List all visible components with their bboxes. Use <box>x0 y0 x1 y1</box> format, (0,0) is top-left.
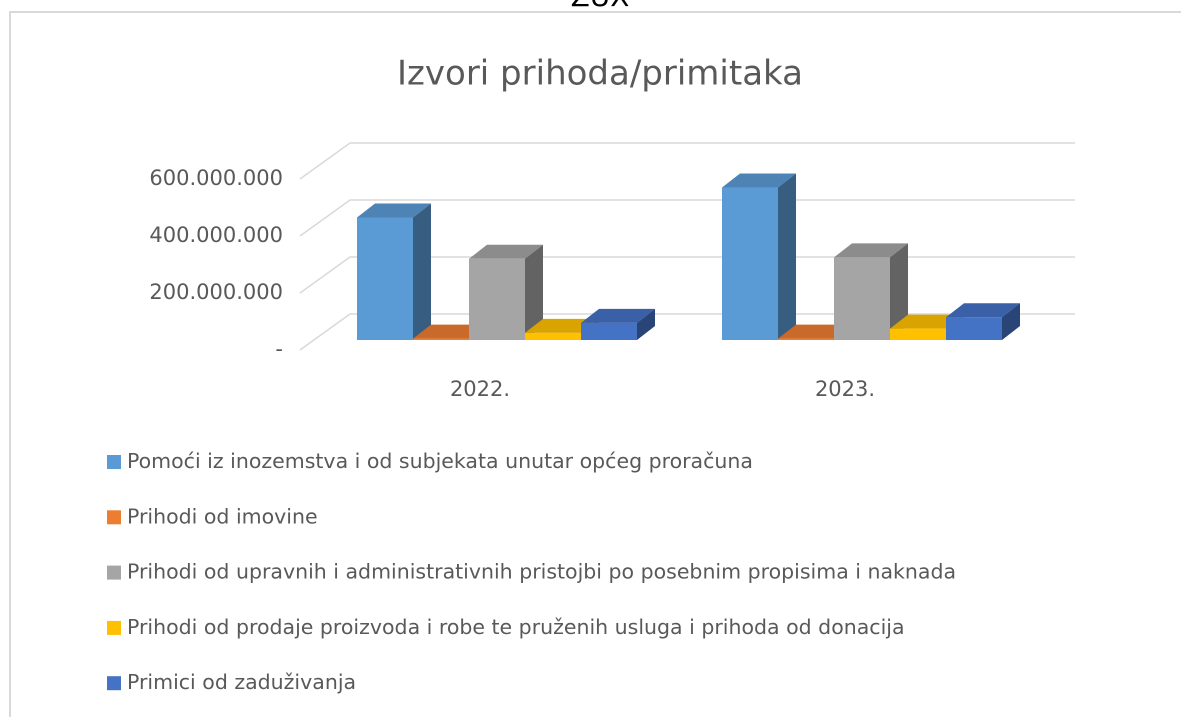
legend-swatch <box>107 676 121 691</box>
bar <box>581 322 637 340</box>
y-tick-label: 400.000.000 <box>149 223 283 247</box>
bar-top <box>890 314 964 329</box>
legend-label: Primici od zaduživanja <box>127 670 356 694</box>
legend-label: Pomoći iz inozemstva i od subjekata unut… <box>127 449 753 473</box>
page-header: ZUX <box>571 0 630 13</box>
x-tick-label: 2023. <box>815 377 875 401</box>
grid-line <box>299 142 1075 180</box>
bar-top <box>946 303 1020 318</box>
legend-label: Prihodi od imovine <box>127 504 318 528</box>
grid-line <box>299 199 1075 237</box>
legend-swatch <box>107 455 121 469</box>
bar-top <box>778 324 852 339</box>
legend-swatch <box>107 510 121 525</box>
bar-side <box>1002 303 1020 340</box>
grid-line <box>299 256 1075 294</box>
bar-side <box>778 173 796 340</box>
bar <box>357 217 413 340</box>
bar-top <box>357 203 431 218</box>
bar <box>834 257 890 340</box>
legend-swatch <box>107 620 121 635</box>
grid-line <box>299 313 1075 351</box>
bar-side <box>413 203 431 340</box>
bar-top <box>469 244 543 259</box>
bar <box>469 258 525 340</box>
chart-title: Izvori prihoda/primitaka <box>397 54 803 94</box>
legend-label: Prihodi od prodaje proizvoda i robe te p… <box>127 615 905 639</box>
bar-top <box>525 318 599 333</box>
bar <box>722 187 778 340</box>
bar <box>778 338 834 340</box>
bar-side <box>525 244 543 340</box>
bar-top <box>413 324 487 339</box>
bar <box>946 317 1002 340</box>
bar <box>890 328 946 340</box>
bar <box>413 338 469 340</box>
chart-frame <box>9 11 1181 717</box>
bar-top <box>722 173 796 188</box>
y-tick-label: 600.000.000 <box>149 166 283 190</box>
legend-swatch <box>107 565 121 580</box>
bar-side <box>637 308 655 340</box>
bar-top <box>834 243 908 258</box>
bar-top <box>581 308 655 323</box>
legend-label: Prihodi od upravnih i administrativnih p… <box>127 560 956 584</box>
bar-side <box>890 243 908 340</box>
y-tick-label: - <box>275 337 283 361</box>
bar <box>525 332 581 340</box>
y-tick-label: 200.000.000 <box>149 280 283 304</box>
x-tick-label: 2022. <box>450 377 510 401</box>
